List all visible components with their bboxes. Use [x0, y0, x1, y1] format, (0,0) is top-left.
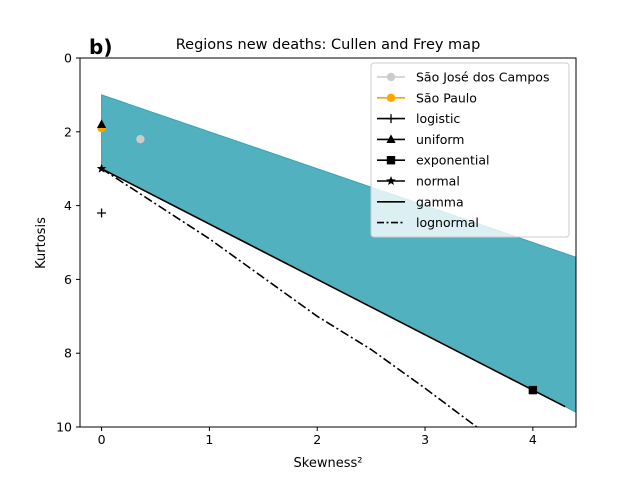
- legend-label: gamma: [416, 194, 464, 209]
- series-s-o-jos-dos-campos: [136, 134, 145, 144]
- x-tick-label: 3: [421, 432, 429, 447]
- legend-label: uniform: [416, 132, 464, 147]
- series-logistic: [97, 208, 107, 218]
- x-tick-label: 2: [313, 432, 321, 447]
- series-lognormal: [101, 168, 478, 427]
- y-tick-label: 4: [64, 198, 72, 213]
- legend-label: normal: [416, 174, 460, 189]
- y-axis-label: Kurtosis: [34, 217, 49, 269]
- legend-entry: exponential: [377, 153, 490, 168]
- marker-circle: [136, 134, 145, 144]
- series-normal: [96, 163, 107, 173]
- series-line: [101, 168, 478, 427]
- plot-frame: [79, 57, 577, 428]
- x-axis-label: Skewness²: [294, 456, 363, 471]
- y-tick-label: 10: [56, 420, 72, 435]
- x-tick-label: 1: [205, 432, 213, 447]
- legend-entry: logistic: [377, 111, 460, 126]
- y-tick-label: 6: [64, 272, 72, 287]
- panel-label: b): [89, 35, 112, 59]
- marker-plus: [386, 114, 396, 124]
- legend-label: logistic: [416, 111, 460, 126]
- axes-layer: 0 1 2 3 4 0 2 4 6 8 10: [56, 51, 577, 447]
- marker-star: [96, 163, 107, 173]
- series-layer: [96, 119, 566, 427]
- series-gamma: [101, 167, 566, 408]
- y-tick-label: 2: [64, 124, 72, 139]
- legend-box: [370, 62, 570, 238]
- legend-entry: uniform: [377, 132, 464, 147]
- series-uniform: [96, 119, 107, 129]
- marker-circle: [386, 72, 396, 82]
- marker-triangle: [96, 119, 107, 129]
- legend: São José dos Campos São Paulo logistic unif…: [370, 62, 570, 238]
- series-exponential: [528, 385, 538, 395]
- legend-label: exponential: [416, 153, 490, 168]
- marker-square: [528, 385, 538, 395]
- series-line: [101, 167, 566, 408]
- legend-label: lognormal: [416, 215, 479, 230]
- marker-square: [386, 156, 396, 165]
- legend-entry: São Paulo: [377, 90, 477, 105]
- marker-plus: [97, 208, 107, 218]
- y-tick-label: 8: [64, 346, 72, 361]
- chart-title: Regions new deaths: Cullen and Frey map: [176, 37, 481, 53]
- legend-entry: normal: [377, 174, 460, 189]
- legend-entry: gamma: [377, 194, 464, 209]
- y-tick-label: 0: [64, 51, 72, 66]
- marker-circle: [386, 93, 396, 103]
- legend-entry: lognormal: [377, 215, 479, 230]
- marker-triangle: [386, 134, 396, 143]
- x-tick-label: 4: [529, 432, 537, 447]
- marker-star: [386, 176, 396, 186]
- legend-label: São Paulo: [416, 90, 477, 105]
- x-tick-label: 0: [98, 432, 106, 447]
- legend-label: São José dos Campos: [416, 70, 549, 85]
- legend-entry: São José dos Campos: [377, 70, 549, 85]
